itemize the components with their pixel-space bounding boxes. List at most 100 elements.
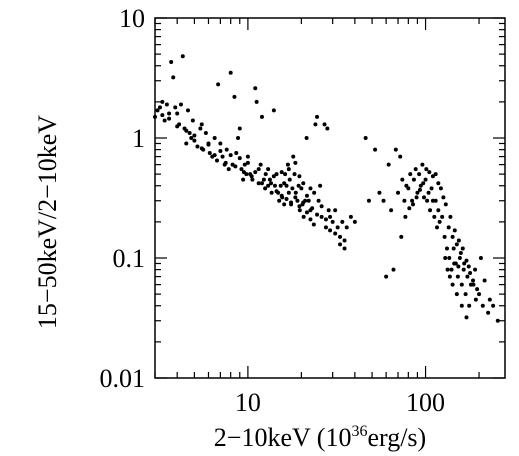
data-point bbox=[447, 274, 452, 279]
tick-labels: 10 100 0.01 0.1 1 10 bbox=[100, 4, 446, 417]
data-point bbox=[323, 225, 328, 230]
data-point bbox=[278, 183, 283, 188]
data-point bbox=[299, 186, 304, 191]
data-point bbox=[184, 141, 189, 146]
data-point bbox=[308, 217, 313, 222]
data-point bbox=[456, 238, 461, 243]
data-point bbox=[486, 310, 491, 315]
data-point bbox=[411, 202, 416, 207]
data-point bbox=[328, 214, 333, 219]
data-point bbox=[198, 126, 203, 131]
data-point bbox=[495, 318, 500, 323]
data-point bbox=[363, 136, 368, 140]
data-point bbox=[436, 208, 441, 213]
data-point bbox=[386, 162, 391, 167]
data-point bbox=[377, 190, 382, 195]
data-point bbox=[400, 177, 405, 182]
data-point bbox=[253, 86, 258, 91]
data-point bbox=[384, 274, 389, 279]
data-point bbox=[325, 126, 330, 131]
data-point bbox=[160, 113, 165, 118]
data-point bbox=[282, 181, 287, 186]
data-point bbox=[459, 282, 464, 287]
data-point bbox=[277, 198, 282, 203]
data-point bbox=[266, 183, 271, 188]
data-point bbox=[315, 212, 320, 217]
data-point bbox=[417, 187, 422, 192]
data-point bbox=[293, 160, 298, 165]
data-point bbox=[301, 181, 306, 186]
data-point bbox=[406, 186, 411, 191]
data-point bbox=[322, 122, 327, 127]
data-point bbox=[396, 190, 401, 195]
data-point bbox=[421, 181, 426, 186]
data-point bbox=[316, 198, 321, 203]
data-point bbox=[171, 75, 176, 80]
data-point bbox=[308, 186, 313, 191]
data-point bbox=[315, 114, 320, 119]
y-axis-title: 15−50keV/2−10keV bbox=[33, 115, 62, 329]
data-point bbox=[448, 214, 453, 219]
data-point bbox=[304, 136, 309, 140]
data-point bbox=[342, 238, 347, 243]
data-point bbox=[254, 99, 259, 104]
data-point bbox=[160, 99, 165, 104]
data-point bbox=[473, 297, 478, 302]
y-tick-label: 0.01 bbox=[100, 364, 146, 393]
data-point bbox=[480, 303, 485, 308]
data-point bbox=[228, 153, 233, 158]
data-point bbox=[413, 167, 418, 172]
data-point bbox=[418, 183, 423, 188]
data-point bbox=[326, 208, 331, 213]
data-point bbox=[438, 186, 443, 191]
data-point bbox=[292, 172, 297, 177]
data-point bbox=[199, 146, 204, 151]
data-point bbox=[234, 150, 239, 155]
data-point bbox=[232, 94, 237, 99]
data-point bbox=[319, 214, 324, 219]
data-point bbox=[381, 198, 386, 203]
data-point bbox=[237, 126, 242, 131]
data-point bbox=[241, 177, 246, 182]
data-point bbox=[482, 278, 487, 283]
data-point bbox=[269, 190, 274, 195]
data-point bbox=[274, 172, 279, 177]
data-point bbox=[284, 197, 289, 202]
data-point bbox=[175, 111, 180, 116]
data-point bbox=[293, 190, 298, 195]
data-point bbox=[340, 219, 345, 224]
data-point bbox=[464, 315, 469, 320]
data-point bbox=[415, 190, 420, 195]
data-point bbox=[450, 234, 455, 239]
data-point bbox=[259, 114, 264, 119]
data-point bbox=[241, 170, 246, 175]
data-point bbox=[468, 270, 473, 275]
data-point bbox=[153, 114, 157, 119]
data-point bbox=[443, 256, 448, 260]
data-points bbox=[153, 54, 500, 323]
data-point bbox=[328, 228, 333, 233]
data-point bbox=[433, 172, 438, 177]
data-point bbox=[398, 154, 403, 159]
data-point bbox=[452, 228, 457, 233]
data-point bbox=[184, 128, 189, 133]
data-point bbox=[263, 186, 268, 191]
data-point bbox=[185, 108, 190, 113]
data-point bbox=[286, 167, 291, 172]
data-point bbox=[462, 261, 467, 266]
data-point bbox=[403, 214, 408, 219]
data-point bbox=[333, 231, 338, 236]
data-point bbox=[455, 274, 460, 279]
data-point bbox=[290, 186, 295, 191]
data-point bbox=[352, 219, 357, 224]
data-point bbox=[269, 181, 274, 186]
data-point bbox=[428, 208, 433, 213]
data-point bbox=[312, 190, 317, 195]
data-point bbox=[206, 142, 211, 147]
data-point bbox=[271, 174, 276, 179]
data-point bbox=[224, 147, 229, 152]
data-point bbox=[436, 181, 441, 186]
data-point bbox=[291, 154, 296, 159]
data-point bbox=[477, 292, 482, 297]
data-point bbox=[306, 198, 311, 203]
